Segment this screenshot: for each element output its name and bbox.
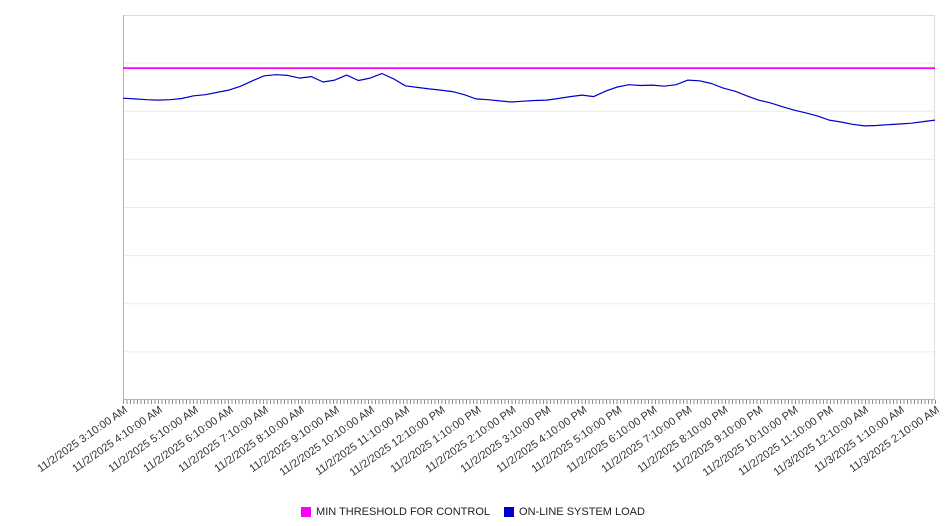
chart-legend: MIN THRESHOLD FOR CONTROL ON-LINE SYSTEM … (0, 506, 946, 518)
legend-item: MIN THRESHOLD FOR CONTROL (301, 506, 490, 518)
plot-area (123, 15, 936, 400)
legend-label: ON-LINE SYSTEM LOAD (519, 506, 645, 518)
legend-item: ON-LINE SYSTEM LOAD (504, 506, 645, 518)
legend-swatch-icon (504, 507, 515, 517)
legend-swatch-icon (301, 507, 312, 517)
legend-label: MIN THRESHOLD FOR CONTROL (316, 506, 491, 518)
x-axis-tick-strip (123, 400, 936, 404)
